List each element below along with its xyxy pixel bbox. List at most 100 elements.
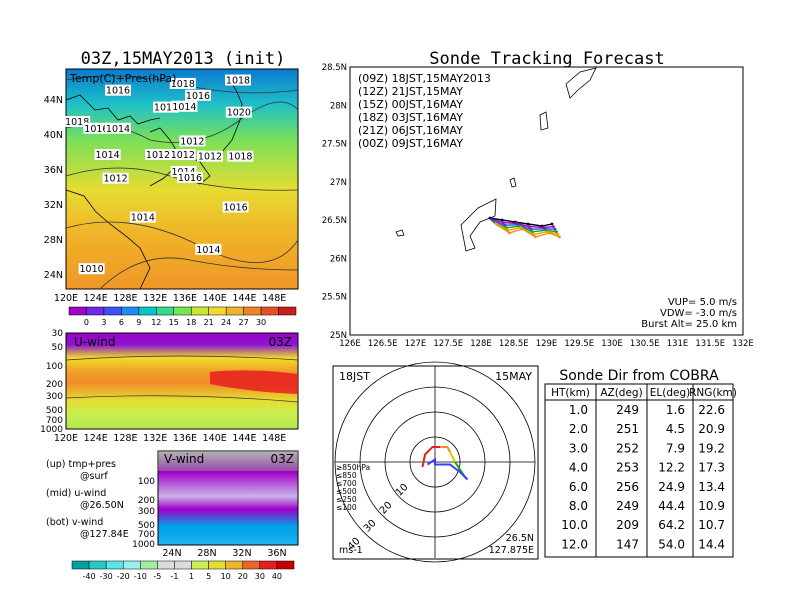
table-header: HT(km) xyxy=(551,387,590,399)
table-cell: 3.0 xyxy=(569,441,588,455)
map-y-tick: 36N xyxy=(44,165,63,176)
isobar-label-bg xyxy=(153,101,179,113)
wind-colorbar-swatch xyxy=(88,560,107,570)
sonde-track-point xyxy=(550,222,554,226)
v-wind-y-tick: 300 xyxy=(138,507,155,517)
sonde-track-point xyxy=(558,235,561,239)
sonde-track-map: (09Z) 18JST,15MAY2013(12Z) 21JST,15MAY(1… xyxy=(322,63,754,349)
colorbar-label: 12 xyxy=(151,318,161,327)
colorbar-swatch xyxy=(243,306,262,316)
sonde-direction-table: HT(km) AZ(deg) EL(deg)RNG(km) 1.0 249 1.6 22.6… xyxy=(544,383,737,558)
table-cell: 6.0 xyxy=(569,480,588,494)
track-param: Burst Alt= 25.0 km xyxy=(641,319,737,330)
table-cell: 64.2 xyxy=(658,518,685,532)
wind-colorbar-swatch xyxy=(208,560,226,570)
track-y-tick: 27N xyxy=(330,178,347,188)
wind-colorbar: -40 -30 -20 -10 -5 -1 1 5 10 20 30 40 xyxy=(71,560,295,581)
wind-colorbar-label: 5 xyxy=(206,572,211,581)
isobar-label-bg xyxy=(64,116,91,127)
colorbar-swatch xyxy=(86,306,105,316)
colorbar-label: 0 xyxy=(84,318,89,327)
table-cell: 10.7 xyxy=(698,518,725,532)
track-y-tick: 26.5N xyxy=(322,216,347,226)
v-wind-x-tick: 32N xyxy=(232,548,251,559)
colorbar-label: 3 xyxy=(101,318,106,327)
wind-colorbar-label: -1 xyxy=(170,572,178,581)
isobar-label: 1010 xyxy=(80,264,104,275)
track-x-tick: 131.5E xyxy=(695,339,725,349)
sonde-track-point xyxy=(500,218,504,222)
isobar-label-bg xyxy=(195,243,222,255)
u-wind-y-tick: 500 xyxy=(46,406,63,416)
track-y-tick: 27.5N xyxy=(322,140,347,150)
isobar-label: 1012 xyxy=(104,174,128,185)
isobar-label: 1012 xyxy=(180,136,204,147)
hodograph-segment xyxy=(440,446,451,453)
hodograph-segment xyxy=(421,446,440,468)
map-y-tick: 44N xyxy=(44,95,63,106)
map-x-tick: 144E xyxy=(232,293,256,304)
track-legend-entry: (12Z) 21JST,15MAY xyxy=(358,85,463,98)
island xyxy=(509,177,517,188)
isobar-label-bg xyxy=(225,74,251,86)
polar-level-label: ≤250 xyxy=(336,495,357,504)
isobar-label: 1018 xyxy=(171,79,195,90)
hodograph-segment xyxy=(426,457,469,481)
polar-unit: ms-1 xyxy=(339,545,363,556)
v-wind-label: V-wind xyxy=(164,452,204,466)
isobar-label-bg xyxy=(83,122,110,134)
colorbar-swatch xyxy=(103,306,122,316)
sonde-track-point xyxy=(503,223,507,227)
table-cell: 1.6 xyxy=(666,403,685,417)
temperature-pressure-map: 1018101610161014101610181020101810161014… xyxy=(44,68,299,304)
isobar-label-bg xyxy=(197,150,223,162)
u-wind-x-tick: 132E xyxy=(143,433,167,444)
isobar-label-bg xyxy=(171,100,198,112)
track-x-tick: 131E xyxy=(667,339,689,349)
isobar-label: 1016 xyxy=(178,173,202,184)
map-y-tick: 28N xyxy=(44,235,63,246)
map-y-tick: 40N xyxy=(44,130,63,141)
v-wind-x-tick: 28N xyxy=(197,548,216,559)
panel-legend-line: (mid) u-wind xyxy=(46,488,106,499)
panel-legend: (up) tmp+pres@surf (mid) u-wind@26.50N (bo… xyxy=(46,459,129,540)
wind-colorbar-swatch xyxy=(71,560,90,570)
wind-colorbar-swatch xyxy=(157,560,175,570)
sonde-track-point xyxy=(528,225,531,229)
wind-colorbar-swatch xyxy=(122,560,141,570)
isobar-label-bg xyxy=(222,201,249,213)
panel-legend-line: (bot) v-wind xyxy=(46,517,103,528)
table-cell: 24.9 xyxy=(658,480,685,494)
isobar-label: 1014 xyxy=(131,213,155,224)
table-cell: 14.4 xyxy=(698,537,725,551)
u-wind-y-tick: 200 xyxy=(46,380,63,390)
track-legend-entry: (18Z) 03JST,16MAY xyxy=(358,111,463,124)
panel-legend-line: @surf xyxy=(80,471,108,482)
isobar-label: 1014 xyxy=(196,245,220,256)
table-header: RNG(km) xyxy=(689,387,737,399)
island xyxy=(395,229,405,237)
track-param: VUP= 5.0 m/s xyxy=(668,297,737,308)
sonde-track xyxy=(489,217,553,227)
colorbar-swatch xyxy=(190,306,209,316)
isobar-label-bg xyxy=(129,211,156,223)
wind-colorbar-swatch xyxy=(174,560,192,570)
track-x-tick: 126.5E xyxy=(368,339,398,349)
colorbar-swatch xyxy=(173,306,192,316)
wind-colorbar-label: -40 xyxy=(83,572,96,581)
isobar-label: 1016 xyxy=(84,124,108,135)
map-y-tick: 24N xyxy=(44,270,63,281)
v-wind-time: 03Z xyxy=(271,452,295,466)
colorbar-label: 24 xyxy=(221,318,231,327)
table-cell: 249 xyxy=(616,499,639,513)
table-cell: 17.3 xyxy=(698,461,725,475)
panel-legend-line: @26.50N xyxy=(80,500,124,511)
sonde-track-point xyxy=(555,230,558,234)
map-label: Temp(C)+Pres(hPa) xyxy=(69,72,176,85)
island xyxy=(539,111,549,131)
colorbar-label: 6 xyxy=(119,318,124,327)
polar-date-label: 15MAY xyxy=(495,370,532,383)
u-wind-y-tick: 50 xyxy=(52,343,64,353)
